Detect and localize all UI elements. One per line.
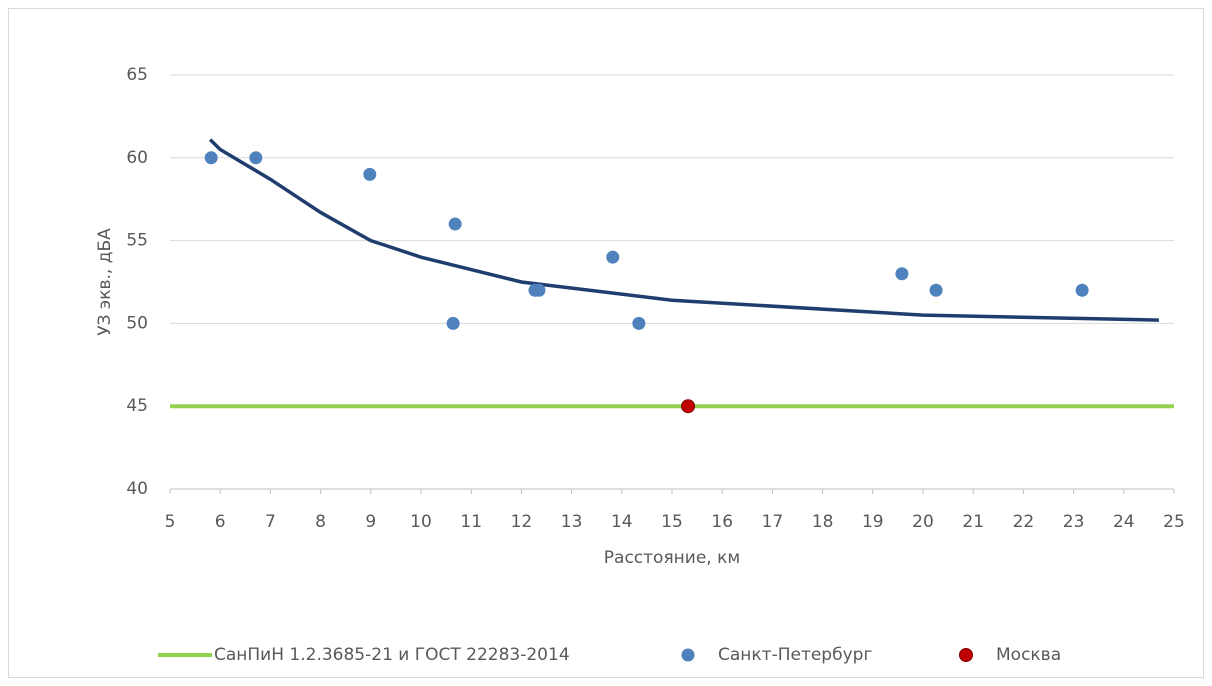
point bbox=[532, 283, 546, 297]
y-axis-title: УЗ экв., дБА bbox=[95, 228, 115, 336]
legend-label: Москва bbox=[996, 645, 1061, 665]
x-tick-label: 11 bbox=[460, 512, 482, 532]
x-tick-label: 9 bbox=[365, 512, 376, 532]
y-tick-label: 55 bbox=[126, 231, 148, 251]
point bbox=[204, 151, 218, 165]
legend-label: СанПиН 1.2.3685-21 и ГОСТ 22283-2014 bbox=[214, 645, 570, 665]
x-tick-label: 19 bbox=[862, 512, 884, 532]
x-tick-label: 7 bbox=[265, 512, 276, 532]
y-tick-label: 40 bbox=[126, 479, 148, 499]
x-tick-label: 8 bbox=[315, 512, 326, 532]
x-tick-label: 18 bbox=[812, 512, 834, 532]
x-tick-label: 13 bbox=[561, 512, 583, 532]
x-tick-label: 14 bbox=[611, 512, 633, 532]
x-tick-label: 12 bbox=[511, 512, 533, 532]
trend-line bbox=[208, 138, 1159, 322]
x-tick-label: 16 bbox=[711, 512, 733, 532]
legend-swatch bbox=[959, 648, 973, 662]
x-tick-label: 15 bbox=[661, 512, 683, 532]
point bbox=[1075, 283, 1089, 297]
y-tick-label: 50 bbox=[126, 313, 148, 333]
legend-swatch bbox=[681, 648, 695, 662]
x-tick-label: 20 bbox=[912, 512, 934, 532]
x-tick-label: 21 bbox=[962, 512, 984, 532]
x-tick-label: 23 bbox=[1063, 512, 1085, 532]
y-tick-label: 60 bbox=[126, 148, 148, 168]
point bbox=[363, 167, 377, 181]
x-tick-label: 5 bbox=[165, 512, 176, 532]
x-tick-label: 25 bbox=[1163, 512, 1185, 532]
y-tick-label: 45 bbox=[126, 396, 148, 416]
x-tick-label: 24 bbox=[1113, 512, 1135, 532]
point bbox=[895, 267, 909, 281]
x-axis-title: Расстояние, км bbox=[604, 548, 740, 568]
x-tick-label: 22 bbox=[1013, 512, 1035, 532]
x-tick-label: 6 bbox=[215, 512, 226, 532]
point bbox=[681, 399, 696, 414]
point bbox=[606, 250, 620, 264]
y-tick-label: 65 bbox=[126, 65, 148, 85]
chart-frame bbox=[8, 8, 1204, 678]
point bbox=[929, 283, 943, 297]
x-tick-label: 10 bbox=[410, 512, 432, 532]
point bbox=[632, 316, 646, 330]
point bbox=[249, 151, 263, 165]
x-tick-label: 17 bbox=[762, 512, 784, 532]
point bbox=[448, 217, 462, 231]
legend-label: Санкт-Петербург bbox=[718, 645, 872, 665]
point bbox=[446, 316, 460, 330]
